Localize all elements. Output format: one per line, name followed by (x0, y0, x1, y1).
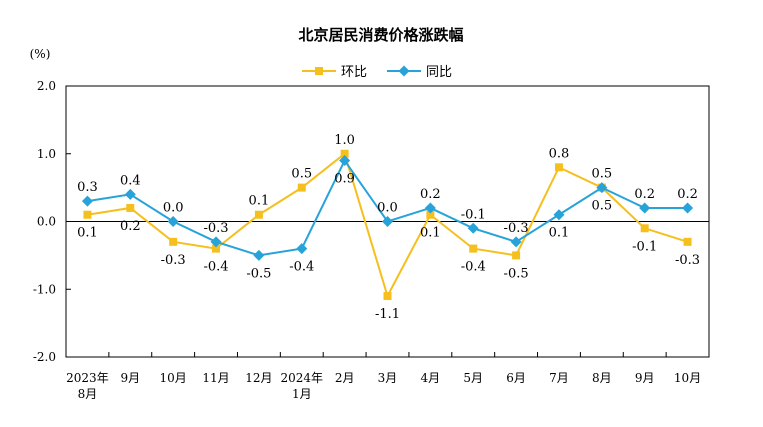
data-label-yoy: 0.0 (163, 201, 184, 216)
x-tick-label: 8月 (78, 387, 98, 401)
data-label-mom: 0.1 (420, 226, 441, 241)
data-point-yoy (253, 249, 265, 261)
data-label-yoy: -0.3 (203, 221, 228, 236)
data-label-yoy: 0.0 (377, 201, 398, 216)
data-label-yoy: 0.3 (77, 180, 98, 195)
data-label-mom: -1.1 (375, 307, 400, 322)
data-point-mom (640, 224, 649, 233)
data-point-yoy (167, 216, 179, 227)
data-point-yoy (210, 236, 222, 248)
data-point-mom (212, 244, 221, 253)
x-tick-label: 7月 (549, 371, 569, 385)
y-tick-label: -2.0 (33, 350, 56, 364)
data-label-mom: 0.5 (291, 167, 312, 182)
data-label-mom: 0.1 (77, 226, 98, 241)
x-tick-label: 10月 (674, 371, 701, 385)
data-label-yoy: 0.9 (334, 172, 355, 187)
legend-marker-yoy (398, 65, 410, 77)
data-label-yoy: -0.3 (504, 221, 529, 236)
data-point-yoy (510, 236, 522, 248)
x-tick-label: 6月 (506, 371, 526, 385)
x-tick-label: 1月 (292, 387, 312, 401)
y-tick-label: 1.0 (37, 147, 56, 161)
data-point-yoy (382, 216, 393, 227)
legend-marker-mom (315, 67, 323, 75)
series-layer (81, 149, 694, 301)
data-point-yoy (339, 155, 351, 167)
data-label-mom: -0.3 (161, 253, 186, 268)
data-label-mom: -0.5 (504, 266, 529, 281)
data-labels-layer: 0.1 0.3 0.2 0.4 -0.3 0.0 -0.4 -0.3 0.1 -0.5 0.5 -0.… (77, 133, 700, 322)
data-point-mom (512, 251, 521, 260)
x-tick-label: 3月 (378, 371, 398, 385)
data-point-mom (169, 237, 178, 246)
x-tick-label: 2月 (335, 371, 355, 385)
x-tick-label: 2023年 (66, 371, 109, 385)
y-axis: 2.0 1.0 0.0 -1.0 -2.0 (33, 79, 71, 364)
data-point-yoy (682, 202, 694, 214)
legend-label-yoy: 同比 (426, 65, 452, 80)
x-tick-label: 8月 (592, 371, 612, 385)
data-point-yoy (553, 209, 565, 221)
y-tick-label: 2.0 (37, 79, 56, 93)
x-tick-label: 11月 (202, 371, 229, 385)
x-tick-label: 9月 (635, 371, 655, 385)
data-label-yoy: 0.2 (634, 187, 655, 202)
chart-title: 北京居民消费价格涨跌幅 (298, 26, 463, 44)
y-tick-label: 0.0 (37, 215, 56, 229)
data-point-mom (297, 183, 306, 192)
x-tick-label: 5月 (463, 371, 483, 385)
data-label-mom: -0.1 (632, 239, 657, 254)
data-label-mom: 0.1 (249, 194, 270, 209)
data-label-yoy: 0.1 (549, 226, 570, 241)
data-point-yoy (124, 188, 136, 200)
data-point-yoy (639, 202, 651, 214)
x-axis: 2023年 8月 9月 10月 11月 12月 2024年 1月 2月 3月 4月 5月 6月 7月 8月 9… (65, 221, 710, 401)
data-label-mom: 0.5 (591, 199, 612, 214)
data-label-mom: -0.4 (461, 260, 486, 275)
legend: 环比 同比 (302, 65, 452, 80)
data-point-mom (254, 210, 263, 219)
data-label-yoy: -0.1 (461, 207, 486, 222)
legend-label-mom: 环比 (341, 65, 367, 80)
data-label-mom: -0.3 (675, 253, 700, 268)
data-point-mom (554, 163, 563, 172)
data-point-mom (683, 237, 692, 246)
x-tick-label: 2024年 (280, 371, 323, 385)
data-point-yoy (424, 202, 436, 214)
data-label-yoy: 0.2 (677, 187, 698, 202)
y-tick-label: -1.0 (33, 282, 56, 296)
data-label-mom: 0.2 (120, 219, 141, 234)
data-point-yoy (296, 243, 308, 255)
data-point-mom (469, 244, 478, 253)
data-point-mom (383, 292, 392, 301)
data-point-mom (340, 149, 349, 158)
data-point-yoy (467, 222, 479, 234)
x-tick-label: 12月 (245, 371, 272, 385)
y-axis-unit: (%) (30, 47, 51, 61)
data-label-mom: 1.0 (334, 133, 355, 148)
data-label-mom: -0.4 (203, 260, 228, 275)
x-tick-label: 4月 (421, 371, 441, 385)
data-point-yoy (596, 182, 608, 194)
x-tick-label: 9月 (120, 371, 140, 385)
data-point-yoy (81, 195, 93, 207)
data-point-mom (83, 210, 92, 219)
data-label-yoy: -0.4 (289, 260, 314, 275)
data-label-yoy: 0.5 (591, 167, 612, 182)
data-label-yoy: -0.5 (246, 266, 271, 281)
data-point-mom (426, 210, 435, 219)
data-point-mom (126, 203, 135, 212)
data-label-yoy: 0.4 (120, 173, 141, 188)
data-label-yoy: 0.2 (420, 187, 441, 202)
x-tick-label: 10月 (160, 371, 187, 385)
data-label-mom: 0.8 (549, 146, 570, 161)
